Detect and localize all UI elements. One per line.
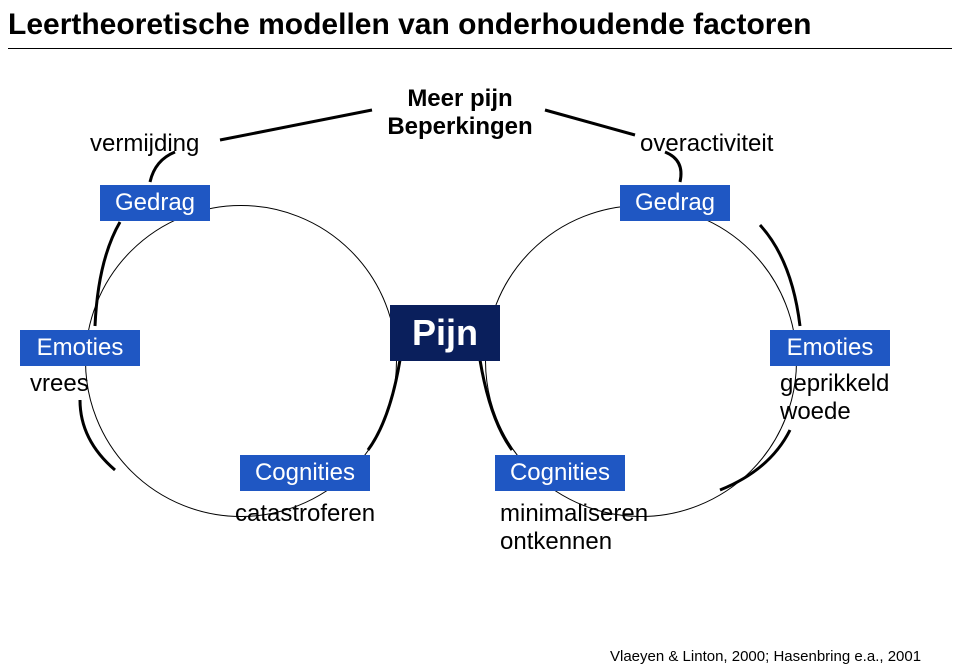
- label-beperkingen: Beperkingen: [380, 113, 540, 141]
- label-geprikkeld: geprikkeld: [780, 370, 889, 398]
- arrow-left-emoties-to-gedrag: [95, 222, 120, 326]
- label-overactiviteit: overactiviteit: [640, 130, 773, 158]
- box-pijn: Pijn: [390, 305, 500, 361]
- arrow-right-emoties-to-gedrag: [760, 225, 800, 326]
- arrow-left-pijn-to-cognities: [368, 360, 400, 450]
- arrow-vermijding-to-meerpijn: [220, 110, 372, 140]
- arrow-left-cognities-to-emoties: [80, 400, 115, 470]
- arrow-right-cognities-to-emoties: [720, 430, 790, 490]
- box-gedrag_r: Gedrag: [620, 185, 730, 221]
- box-emoties_l: Emoties: [20, 330, 140, 366]
- box-cognities_l: Cognities: [240, 455, 370, 491]
- label-catastroferen: catastroferen: [235, 500, 375, 528]
- label-ontkennen: ontkennen: [500, 528, 612, 556]
- arrow-meerpijn-to-overactiviteit: [545, 110, 635, 135]
- label-citation: Vlaeyen & Linton, 2000; Hasenbring e.a.,…: [610, 648, 921, 665]
- box-gedrag_l: Gedrag: [100, 185, 210, 221]
- arrow-right-pijn-to-cognities: [480, 360, 512, 450]
- label-meer_pijn: Meer pijn: [380, 85, 540, 113]
- label-vermijding: vermijding: [90, 130, 199, 158]
- label-vrees: vrees: [30, 370, 89, 398]
- label-woede: woede: [780, 398, 851, 426]
- box-cognities_r: Cognities: [495, 455, 625, 491]
- label-minimaliseren: minimaliseren: [500, 500, 648, 528]
- box-emoties_r: Emoties: [770, 330, 890, 366]
